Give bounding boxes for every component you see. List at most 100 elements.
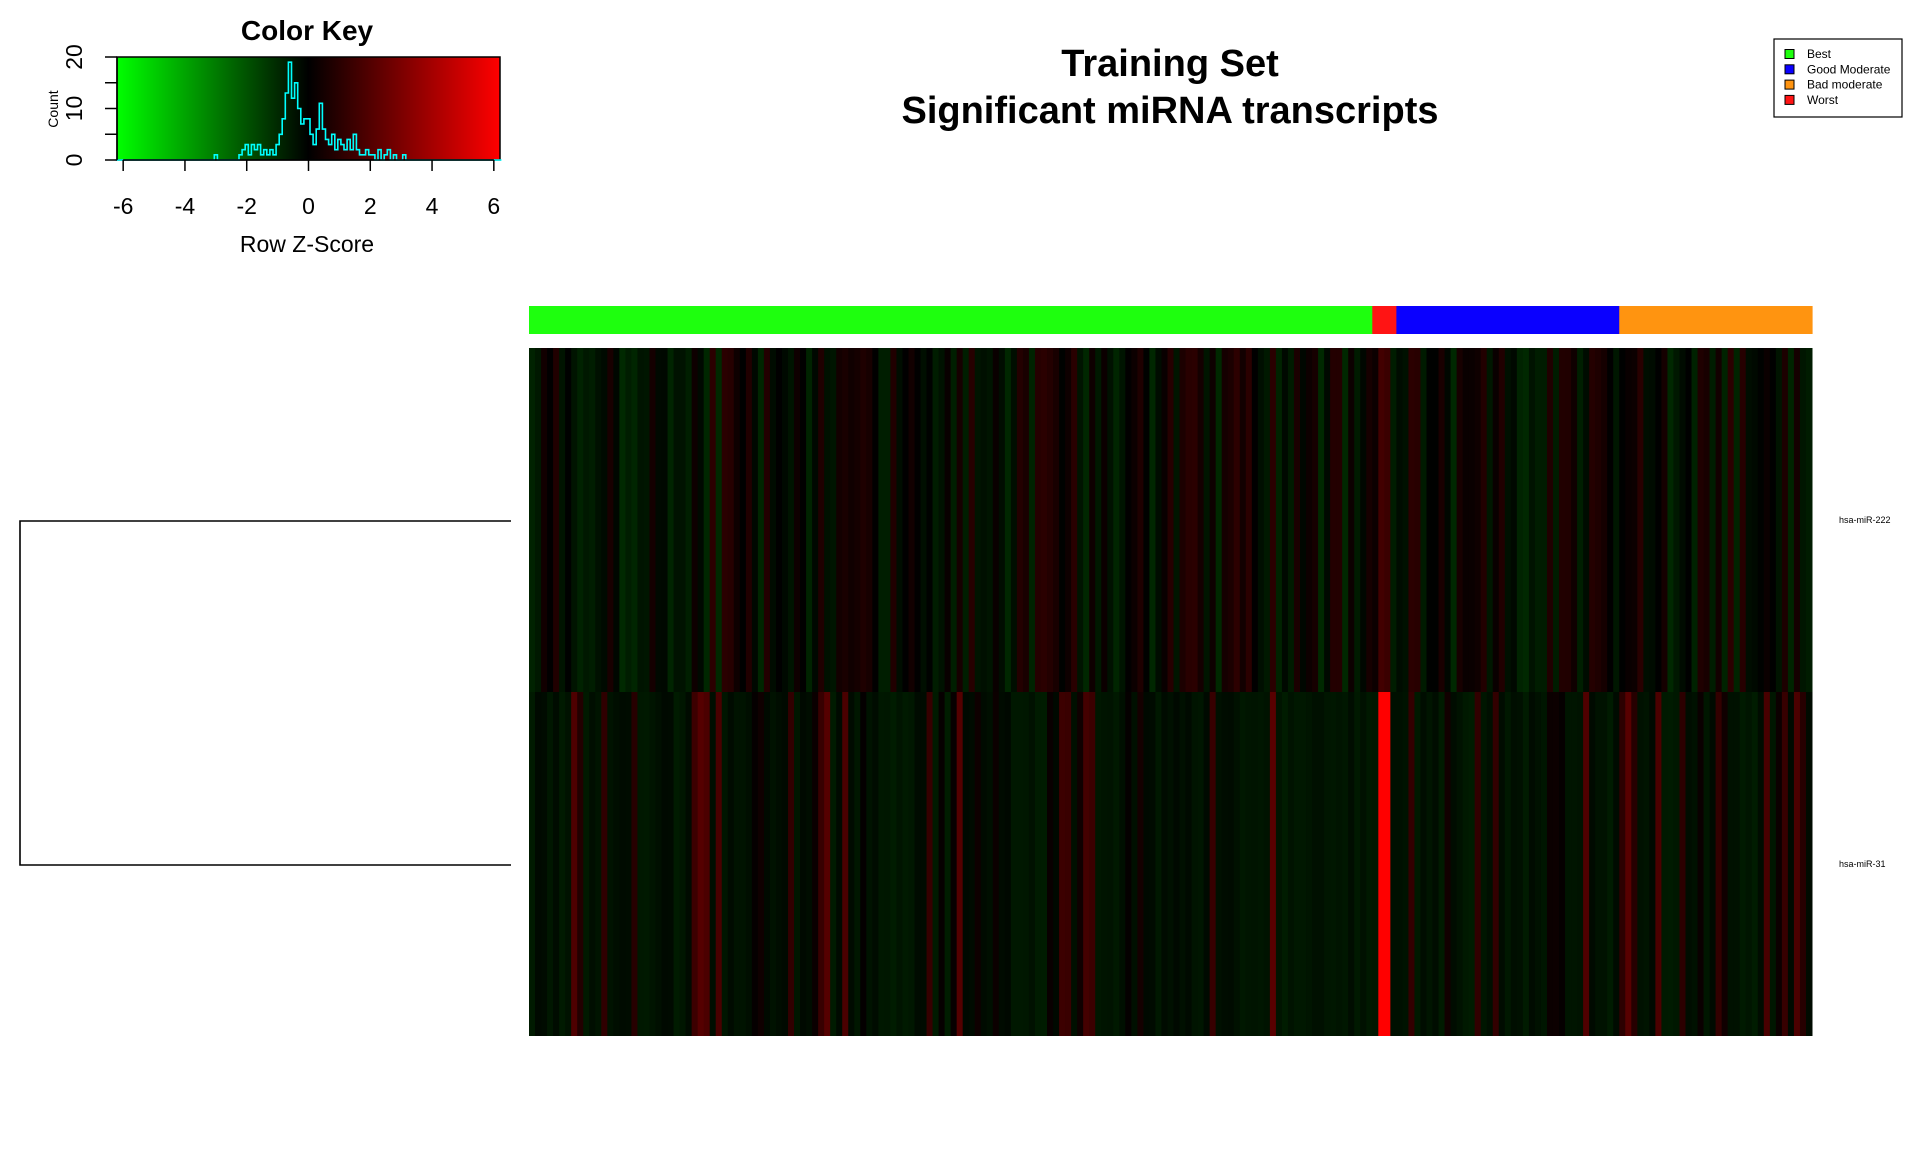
heatmap-cell — [673, 692, 681, 1036]
heatmap-cell — [697, 348, 705, 692]
heatmap-cell — [1330, 348, 1337, 692]
heatmap-cell — [1251, 692, 1259, 1036]
heatmap-cell — [1631, 348, 1638, 692]
heatmap-cell — [818, 348, 825, 692]
heatmap-cell — [1167, 348, 1175, 692]
heatmap-cell — [1016, 692, 1024, 1036]
heatmap-cell — [1456, 692, 1464, 1036]
heatmap-cell — [727, 692, 735, 1036]
heatmap-cell — [1799, 692, 1807, 1036]
heatmap-cell — [1372, 692, 1379, 1036]
heatmap-cell — [733, 692, 741, 1036]
heatmap-cell — [709, 348, 717, 692]
heatmap-cell — [1559, 348, 1566, 692]
heatmap-cell — [1649, 348, 1656, 692]
heatmap-cell — [998, 692, 1006, 1036]
heatmap-cell — [1022, 692, 1030, 1036]
heatmap-cell — [763, 348, 771, 692]
heatmap-cell — [583, 692, 590, 1036]
heatmap-cell — [1480, 692, 1488, 1036]
heatmap-cell — [1191, 348, 1199, 692]
heatmap-cell — [986, 348, 994, 692]
heatmap-cell — [1390, 348, 1397, 692]
heatmap-cell — [1757, 348, 1765, 692]
heatmap-cell — [1661, 692, 1668, 1036]
heatmap-cell — [914, 692, 922, 1036]
heatmap-cell — [788, 692, 795, 1036]
heatmap-cell — [1685, 692, 1693, 1036]
heatmap-cell — [878, 692, 885, 1036]
heatmap-cell — [775, 348, 783, 692]
heatmap-cell — [1287, 692, 1295, 1036]
heatmap-cell — [1354, 348, 1361, 692]
heatmap-cell — [631, 692, 638, 1036]
heatmap-cell — [1492, 348, 1500, 692]
heatmap-cell — [1715, 348, 1723, 692]
heatmap-cell — [1733, 348, 1741, 692]
heatmap-cell — [1306, 692, 1313, 1036]
heatmap-cell — [637, 692, 644, 1036]
heatmap-cell — [1318, 692, 1325, 1036]
heatmap-cell — [1613, 692, 1620, 1036]
heatmap-cell — [1655, 348, 1662, 692]
heatmap-cell — [1016, 348, 1024, 692]
heatmap-cell — [1215, 348, 1223, 692]
heatmap-cell — [980, 348, 988, 692]
heatmap-cell — [649, 348, 656, 692]
heatmap-cell — [685, 692, 693, 1036]
heatmap-cell — [1366, 692, 1373, 1036]
row-label: hsa-miR-222 — [1839, 515, 1891, 525]
heatmap-cell — [619, 348, 626, 692]
heatmap-cell — [1275, 692, 1283, 1036]
color-key-x-tick-label: -2 — [236, 193, 256, 219]
color-key-x-tick-label: 6 — [487, 193, 500, 219]
heatmap-cell — [1673, 692, 1680, 1036]
heatmap-cell — [1354, 692, 1361, 1036]
heatmap-cell — [1041, 348, 1048, 692]
heatmap-cell — [1589, 692, 1596, 1036]
heatmap-cell — [535, 692, 542, 1036]
color-key-x-tick-label: -6 — [113, 193, 133, 219]
heatmap-cell — [806, 348, 813, 692]
heatmap-cell — [1010, 348, 1018, 692]
heatmap-cell — [697, 692, 705, 1036]
heatmap-cell — [884, 348, 891, 692]
heatmap-cell — [1456, 348, 1464, 692]
heatmap-cell — [1293, 692, 1301, 1036]
heatmap-cell — [1227, 348, 1235, 692]
heatmap-cell — [926, 692, 934, 1036]
heatmap-cell — [1179, 692, 1187, 1036]
heatmap-cell — [1546, 692, 1554, 1036]
legend-swatch — [1784, 64, 1795, 75]
heatmap-cell — [703, 692, 711, 1036]
heatmap-cell — [1667, 692, 1674, 1036]
heatmap-cell — [1474, 692, 1482, 1036]
heatmap-cell — [1805, 348, 1813, 692]
heatmap-cell — [1540, 692, 1548, 1036]
heatmap-cell — [1402, 692, 1409, 1036]
heatmap-cell — [1450, 692, 1458, 1036]
heatmap-cell — [1432, 692, 1440, 1036]
heatmap-cell — [1552, 348, 1560, 692]
heatmap-cell — [1769, 692, 1777, 1036]
heatmap-cell — [1233, 692, 1241, 1036]
heatmap-cell — [661, 692, 669, 1036]
heatmap-cell — [703, 348, 711, 692]
heatmap-cell — [1480, 348, 1488, 692]
heatmap-cell — [607, 692, 614, 1036]
heatmap-cell — [721, 692, 729, 1036]
heatmap-cell — [1173, 348, 1181, 692]
heatmap-cell — [1233, 348, 1241, 692]
heatmap-cell — [1498, 692, 1506, 1036]
heatmap-cell — [1263, 692, 1271, 1036]
heatmap-cell — [1793, 348, 1801, 692]
heatmap-cell — [1655, 692, 1662, 1036]
heatmap-cell — [812, 348, 819, 692]
heatmap-cell — [1571, 348, 1578, 692]
heatmap-cell — [806, 692, 813, 1036]
heatmap-cell — [1197, 348, 1205, 692]
heatmap-cell — [1149, 692, 1156, 1036]
heatmap-cell — [1034, 348, 1042, 692]
heatmap-cell — [1799, 348, 1807, 692]
